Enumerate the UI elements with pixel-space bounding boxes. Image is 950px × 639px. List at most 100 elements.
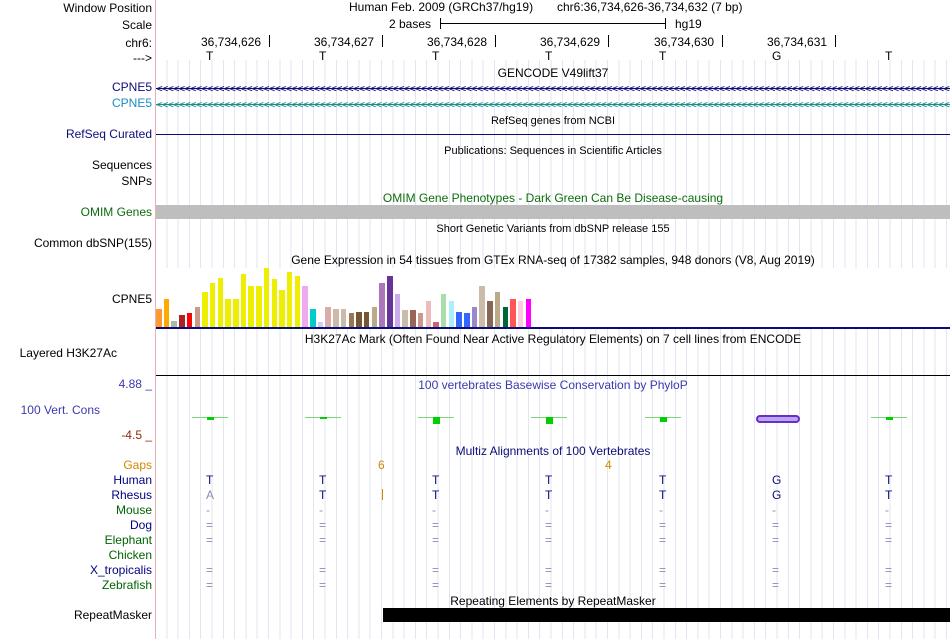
track-label-dbsnp[interactable]: Common dbSNP(155): [33, 236, 152, 250]
gtex-tissue-bar[interactable]: [271, 279, 277, 327]
gtex-tissue-bar[interactable]: [171, 321, 177, 327]
gtex-tissue-bar[interactable]: [410, 310, 416, 327]
alignment-base: =: [772, 518, 780, 532]
gtex-tissue-bar[interactable]: [425, 301, 431, 327]
gtex-tissue-bar[interactable]: [294, 276, 301, 327]
gtex-tissue-bar[interactable]: [202, 291, 208, 327]
gtex-tissue-bar[interactable]: [156, 308, 162, 327]
gtex-tissue-bar[interactable]: [356, 312, 362, 327]
scale-bar-right-tick: [665, 18, 666, 29]
gtex-tissue-bar[interactable]: [417, 313, 424, 327]
gtex-tissue-bar[interactable]: [448, 301, 455, 327]
gtex-tissue-bar[interactable]: [502, 306, 508, 327]
gtex-tissue-bar[interactable]: [194, 306, 200, 327]
cpne5-transcript-2[interactable]: <<<<<<<<<<<<<<<<<<<<<<<<<<<<<<<<<<<<<<<<…: [156, 100, 950, 110]
gtex-tissue-bar[interactable]: [240, 273, 247, 327]
alignment-base: =: [885, 563, 893, 577]
repeat-element-bar[interactable]: [383, 608, 950, 622]
track-label-vert-cons[interactable]: 100 Vert. Cons: [20, 403, 100, 417]
alignment-base: T: [545, 473, 553, 487]
gtex-tissue-bar[interactable]: [317, 322, 324, 327]
phylop-negative-score[interactable]: [756, 415, 800, 423]
alignment-base: =: [659, 533, 667, 547]
gtex-tissue-bar[interactable]: [248, 285, 254, 327]
scale-label: Scale: [121, 18, 152, 32]
phylop-score-bar[interactable]: [207, 417, 214, 420]
gtex-tissue-bar[interactable]: [487, 301, 493, 327]
track-label-refseq[interactable]: RefSeq Curated: [65, 127, 152, 141]
refseq-gene-line[interactable]: [156, 134, 950, 135]
gtex-tissue-bar[interactable]: [510, 299, 516, 327]
alignment-base: -: [432, 503, 436, 517]
repeatmasker-track-title: Repeating Elements by RepeatMasker: [450, 594, 656, 608]
gtex-tissue-bar[interactable]: [325, 306, 331, 327]
track-label-cpne5-gencode-2[interactable]: CPNE5: [111, 96, 152, 110]
gtex-baseline: [156, 327, 950, 329]
h3k27ac-baseline: [156, 375, 950, 376]
gtex-bar-chart[interactable]: [156, 268, 950, 327]
species-label: Dog: [129, 518, 152, 532]
gtex-tissue-bar[interactable]: [333, 308, 339, 327]
track-label-gtex[interactable]: CPNE5: [111, 292, 152, 306]
rhesus-insertion-mark: [382, 489, 383, 500]
gtex-tissue-bar[interactable]: [464, 313, 470, 327]
assembly-label: Human Feb. 2009 (GRCh37/hg19): [349, 0, 534, 14]
gtex-tissue-bar[interactable]: [348, 313, 354, 327]
gtex-tissue-bar[interactable]: [379, 282, 385, 327]
omim-gene-bar[interactable]: [156, 205, 950, 219]
gtex-tissue-bar[interactable]: [310, 308, 316, 327]
gtex-tissue-bar[interactable]: [371, 306, 378, 327]
phylop-score-bar[interactable]: [546, 417, 553, 424]
gtex-tissue-bar[interactable]: [263, 268, 270, 327]
track-label-snps[interactable]: SNPs: [121, 174, 152, 188]
track-label-omim[interactable]: OMIM Genes: [80, 205, 152, 219]
phylop-score-bar[interactable]: [886, 417, 893, 420]
alignment-base: T: [432, 473, 440, 487]
gtex-tissue-bar[interactable]: [225, 299, 231, 327]
alignment-base: T: [206, 473, 214, 487]
gtex-tissue-bar[interactable]: [387, 276, 393, 327]
gtex-tissue-bar[interactable]: [471, 306, 478, 327]
phylop-score-bar[interactable]: [660, 417, 667, 423]
gtex-tissue-bar[interactable]: [479, 285, 485, 327]
species-label: Elephant: [104, 533, 152, 547]
cpne5-transcript-1[interactable]: <<<<<<<<<<<<<<<<<<<<<<<<<<<<<<<<<<<<<<<<…: [156, 84, 950, 94]
publications-track-title: Publications: Sequences in Scientific Ar…: [444, 145, 662, 157]
reference-base: T: [659, 49, 667, 63]
phylop-score-bar[interactable]: [320, 417, 327, 419]
cpne5-transcript-1-line: [156, 88, 950, 89]
gtex-tissue-bar[interactable]: [525, 299, 532, 327]
track-label-h3k27ac[interactable]: Layered H3K27Ac: [19, 346, 117, 360]
alignment-base: =: [659, 518, 667, 532]
h3k27ac-track-title: H3K27Ac Mark (Often Found Near Active Re…: [304, 332, 802, 346]
gtex-tissue-bar[interactable]: [340, 308, 347, 327]
gtex-tissue-bar[interactable]: [163, 299, 170, 327]
gtex-tissue-bar[interactable]: [286, 271, 293, 327]
phylop-plot[interactable]: [156, 395, 950, 435]
gtex-tissue-bar[interactable]: [494, 291, 501, 327]
scale-bar: [440, 23, 666, 24]
gtex-tissue-bar[interactable]: [217, 278, 224, 327]
base-gridlines: [156, 60, 950, 639]
track-label-sequences[interactable]: Sequences: [91, 158, 152, 172]
phylop-score-bar[interactable]: [433, 417, 440, 424]
gtex-tissue-bar[interactable]: [186, 313, 193, 327]
alignment-base: =: [319, 518, 327, 532]
gtex-tissue-bar[interactable]: [302, 285, 308, 327]
species-label: Human: [113, 473, 152, 487]
coordinate-label: 36,734,630: [654, 35, 715, 49]
gtex-tissue-bar[interactable]: [440, 293, 447, 327]
gtex-tissue-bar[interactable]: [256, 285, 262, 327]
gtex-tissue-bar[interactable]: [456, 312, 462, 327]
gtex-tissue-bar[interactable]: [179, 315, 185, 327]
gtex-tissue-bar[interactable]: [233, 299, 239, 327]
gtex-tissue-bar[interactable]: [517, 301, 524, 327]
gtex-tissue-bar[interactable]: [279, 290, 285, 327]
track-label-cpne5-gencode[interactable]: CPNE5: [111, 80, 152, 94]
gtex-tissue-bar[interactable]: [209, 282, 216, 327]
gtex-tissue-bar[interactable]: [394, 293, 401, 327]
gtex-tissue-bar[interactable]: [363, 312, 370, 327]
track-label-repeatmasker[interactable]: RepeatMasker: [73, 608, 152, 622]
gtex-tissue-bar[interactable]: [433, 322, 439, 327]
gtex-tissue-bar[interactable]: [402, 310, 408, 327]
